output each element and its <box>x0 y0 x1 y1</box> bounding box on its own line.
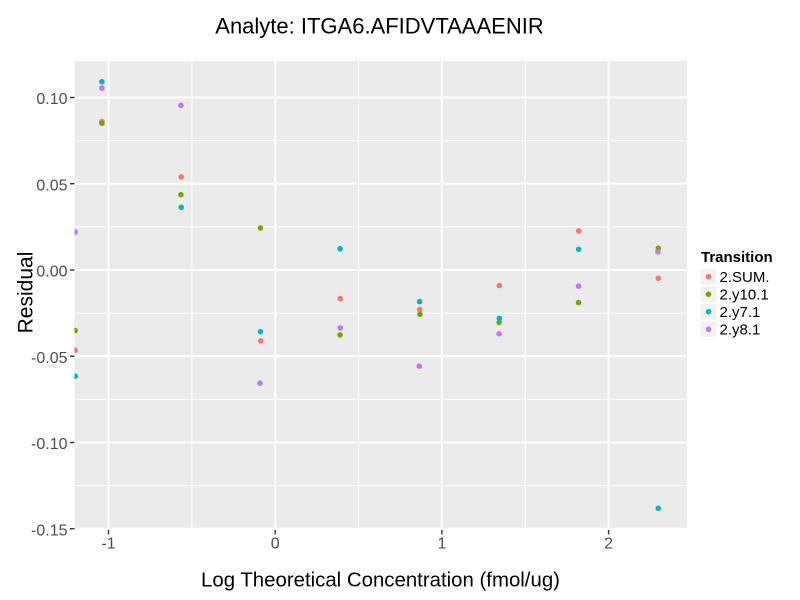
svg-text:Transition: Transition <box>701 249 773 266</box>
svg-text:Log Theoretical Concentration: Log Theoretical Concentration (fmol/ug) <box>201 570 560 592</box>
svg-text:0: 0 <box>271 536 280 553</box>
svg-text:2.y7.1: 2.y7.1 <box>720 304 761 321</box>
svg-text:-0.05: -0.05 <box>31 350 68 367</box>
svg-text:0.10: 0.10 <box>36 91 67 108</box>
svg-text:2.SUM.: 2.SUM. <box>720 269 770 286</box>
svg-text:2: 2 <box>604 536 613 553</box>
svg-text:2.y8.1: 2.y8.1 <box>720 322 761 339</box>
svg-text:-0.10: -0.10 <box>31 436 68 453</box>
svg-text:-1: -1 <box>101 536 115 553</box>
svg-text:-0.15: -0.15 <box>31 522 68 539</box>
svg-text:Residual: Residual <box>15 252 38 334</box>
svg-text:0.05: 0.05 <box>36 177 67 194</box>
svg-text:Analyte: ITGA6.AFIDVTAAAENIR: Analyte: ITGA6.AFIDVTAAAENIR <box>215 14 543 39</box>
svg-text:2.y10.1: 2.y10.1 <box>720 287 769 304</box>
svg-text:1: 1 <box>437 536 446 553</box>
svg-text:0.00: 0.00 <box>36 264 67 281</box>
